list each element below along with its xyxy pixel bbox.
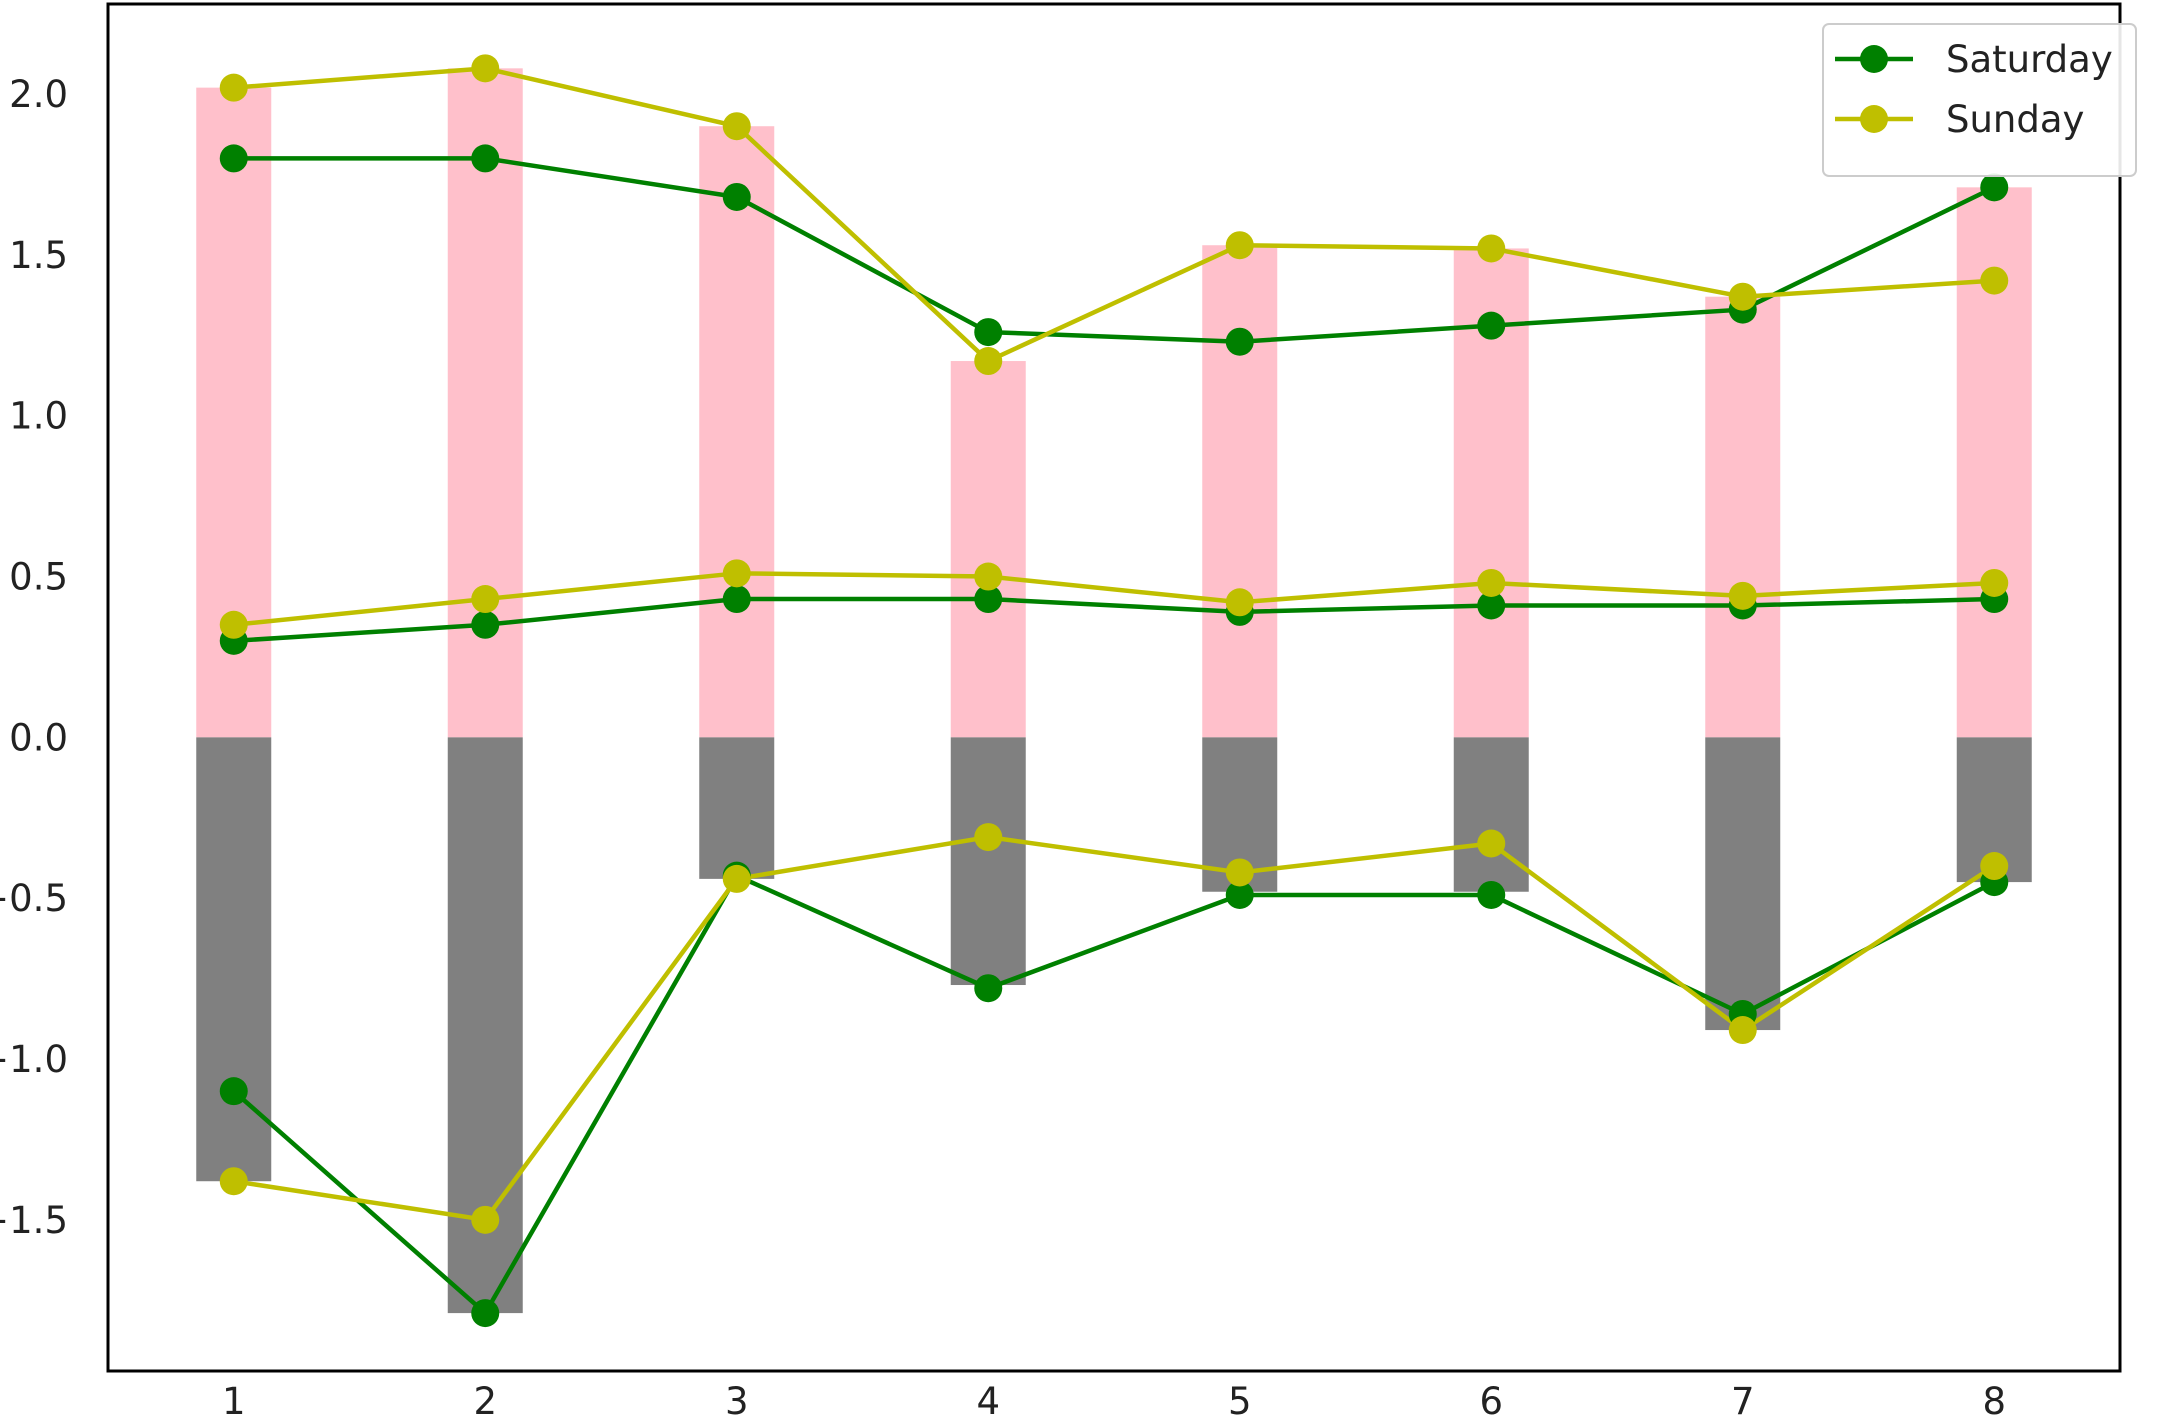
x-axis-ticks: 1 2 3 4 5 6 7 8 xyxy=(222,1380,2006,1422)
series-6-point-5 xyxy=(1225,858,1254,887)
series-line-6 xyxy=(233,834,1996,1223)
y-tick-label: 0.5 xyxy=(9,556,68,599)
legend-label-sunday: Sunday xyxy=(1946,98,2084,141)
x-tick-label: 2 xyxy=(473,1380,497,1422)
series-2-point-7 xyxy=(1728,282,1757,311)
series-6-point-4 xyxy=(974,823,1003,852)
series-4-point-1 xyxy=(219,610,248,639)
series-6-point-6 xyxy=(1477,829,1506,858)
negative-bar-4 xyxy=(950,737,1026,986)
series-line-3 xyxy=(233,596,1995,644)
series-line-2 xyxy=(233,66,1995,364)
legend-label-saturday: Saturday xyxy=(1946,38,2113,81)
series-1-point-6 xyxy=(1477,311,1506,340)
series-2-point-6 xyxy=(1477,234,1506,263)
series-6-point-3 xyxy=(722,864,751,893)
series-1-point-4 xyxy=(974,318,1003,347)
plot-frame xyxy=(106,2,2122,1373)
series-lines-layer xyxy=(232,66,1996,1316)
x-tick-label: 6 xyxy=(1479,1380,1503,1422)
series-6-point-1 xyxy=(219,1167,248,1196)
series-5-point-5 xyxy=(1225,880,1254,909)
series-line-5 xyxy=(232,873,1996,1316)
negative-bar-6 xyxy=(1453,737,1529,892)
negative-bar-1 xyxy=(196,737,272,1182)
series-4-point-2 xyxy=(471,585,500,614)
positive-bar-7 xyxy=(1705,296,1781,738)
series-2-point-2 xyxy=(471,54,500,83)
x-tick-label: 1 xyxy=(222,1380,246,1422)
negative-bar-3 xyxy=(699,737,775,879)
series-5-point-1 xyxy=(219,1077,248,1106)
x-tick-label: 3 xyxy=(725,1380,749,1422)
series-1-point-1 xyxy=(219,144,248,173)
series-line-4 xyxy=(233,571,1995,628)
series-1-point-2 xyxy=(471,144,500,173)
x-tick-label: 7 xyxy=(1731,1380,1755,1422)
series-2-point-5 xyxy=(1225,231,1254,260)
y-tick-label: 0.0 xyxy=(9,716,68,759)
series-4-point-7 xyxy=(1728,581,1757,610)
y-tick-label: −1.5 xyxy=(0,1199,68,1242)
positive-bar-4 xyxy=(950,361,1026,738)
series-5-point-2 xyxy=(471,1299,500,1328)
series-4-point-4 xyxy=(974,562,1003,591)
legend-marker-saturday xyxy=(1860,45,1888,73)
series-4-point-6 xyxy=(1477,568,1506,597)
x-tick-label: 8 xyxy=(1982,1380,2006,1422)
y-tick-label: −0.5 xyxy=(0,877,68,920)
legend: Saturday Sunday xyxy=(1822,23,2137,177)
positive-bar-5 xyxy=(1202,245,1278,738)
series-4-point-8 xyxy=(1980,568,2009,597)
series-6-point-8 xyxy=(1980,852,2009,881)
series-2-point-3 xyxy=(722,112,751,141)
legend-marker-sunday xyxy=(1860,105,1888,133)
series-4-point-3 xyxy=(722,559,751,588)
y-tick-label: 1.5 xyxy=(9,234,68,277)
series-2-point-1 xyxy=(219,73,248,102)
y-tick-label: −1.0 xyxy=(0,1038,68,1081)
series-line-1 xyxy=(233,156,1996,344)
series-3-point-4 xyxy=(974,585,1003,614)
series-2-point-4 xyxy=(974,347,1003,376)
series-6-point-7 xyxy=(1728,1016,1757,1045)
series-6-point-2 xyxy=(471,1205,500,1234)
series-5-point-6 xyxy=(1477,880,1506,909)
x-tick-label: 4 xyxy=(976,1380,1000,1422)
series-3-point-6 xyxy=(1477,591,1506,620)
series-1-point-8 xyxy=(1980,173,2009,202)
bars-layer xyxy=(196,68,2032,1314)
series-2-point-8 xyxy=(1980,266,2009,295)
y-tick-label: 1.0 xyxy=(9,395,68,438)
series-1-point-3 xyxy=(722,182,751,211)
series-3-point-3 xyxy=(722,585,751,614)
series-3-point-2 xyxy=(471,610,500,639)
series-1-point-5 xyxy=(1225,327,1254,356)
series-4-point-5 xyxy=(1225,588,1254,617)
y-axis-ticks: −1.5 −1.0 −0.5 0.0 0.5 1.0 1.5 2.0 xyxy=(0,73,68,1242)
series-points-layer xyxy=(219,54,2009,1328)
positive-bar-3 xyxy=(699,126,775,738)
y-tick-label: 2.0 xyxy=(9,73,68,116)
negative-bar-7 xyxy=(1705,737,1781,1031)
x-tick-label: 5 xyxy=(1228,1380,1252,1422)
series-5-point-4 xyxy=(974,974,1003,1003)
legend-box xyxy=(1822,23,2137,177)
